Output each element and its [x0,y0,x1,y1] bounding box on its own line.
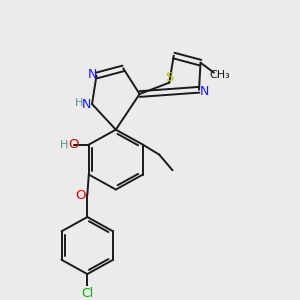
Text: H: H [60,140,68,150]
Text: Cl: Cl [81,287,93,300]
Text: S: S [165,71,173,84]
Text: H: H [74,98,83,108]
Text: O: O [76,189,86,202]
Text: N: N [87,68,97,81]
Text: N: N [200,85,209,98]
Text: N: N [82,98,92,110]
Text: CH₃: CH₃ [209,70,230,80]
Text: O: O [69,138,79,151]
